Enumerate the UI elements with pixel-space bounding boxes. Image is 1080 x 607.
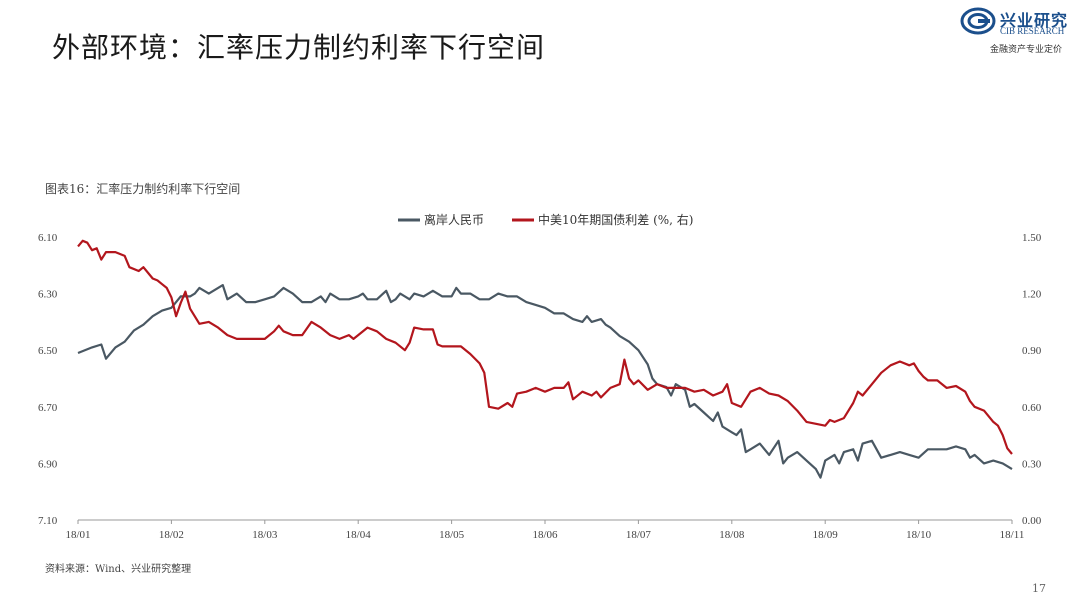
cib-logo: 兴业研究 CIB RESEARCH 金融资产专业定价 <box>960 5 1072 61</box>
source-note: 资料来源：Wind、兴业研究整理 <box>45 564 192 575</box>
logo-name-cn: 兴业研究 <box>1000 11 1069 30</box>
chart-caption: 图表16：汇率压力制约利率下行空间 <box>45 182 241 196</box>
series-line-cny <box>77 284 1013 479</box>
x-tick-label: 18/01 <box>65 529 90 541</box>
x-tick-label: 18/02 <box>159 529 184 541</box>
right-tick-label: 1.50 <box>1022 232 1042 244</box>
left-tick-label: 6.10 <box>38 232 58 244</box>
dual-axis-line-chart: 离岸人民币 中美10年期国债利差 (%, 右) 6.10 6.30 6.50 6.70… <box>38 212 1042 541</box>
x-tick-label: 18/06 <box>532 529 558 541</box>
left-tick-label: 6.70 <box>38 402 58 414</box>
right-tick-label: 1.20 <box>1022 289 1042 301</box>
x-axis-ticks: 18/01 18/02 18/03 18/04 18/05 18/06 18/07 18/08… <box>65 520 1024 541</box>
page-number: 17 <box>1032 582 1046 595</box>
right-tick-label: 0.00 <box>1022 515 1042 527</box>
slide-title: 外部环境：汇率压力制约利率下行空间 <box>52 31 546 64</box>
right-axis-ticks: 1.50 1.20 0.90 0.60 0.30 0.00 <box>1022 232 1042 527</box>
right-tick-label: 0.90 <box>1022 345 1042 357</box>
left-tick-label: 6.50 <box>38 345 58 357</box>
series-line-spread <box>77 239 1013 455</box>
x-tick-label: 18/03 <box>252 529 278 541</box>
series-layer <box>77 239 1013 479</box>
legend-label-cny: 离岸人民币 <box>424 212 484 227</box>
left-tick-label: 6.30 <box>38 289 58 301</box>
logo-name-en: CIB RESEARCH <box>1000 26 1065 36</box>
x-tick-label: 18/08 <box>719 529 745 541</box>
x-tick-label: 18/10 <box>906 529 932 541</box>
left-tick-label: 7.10 <box>38 515 58 527</box>
chart-legend: 离岸人民币 中美10年期国债利差 (%, 右) <box>398 212 693 227</box>
x-tick-label: 18/04 <box>346 529 372 541</box>
x-tick-label: 18/05 <box>439 529 465 541</box>
right-tick-label: 0.30 <box>1022 458 1042 470</box>
x-tick-label: 18/11 <box>1000 529 1025 541</box>
legend-label-spread: 中美10年期国债利差 (%, 右) <box>538 212 693 227</box>
right-tick-label: 0.60 <box>1022 402 1042 414</box>
left-axis-ticks: 6.10 6.30 6.50 6.70 6.90 7.10 <box>38 232 58 527</box>
cib-logo-mark-icon <box>960 7 996 35</box>
left-tick-label: 6.90 <box>38 458 58 470</box>
x-tick-label: 18/07 <box>626 529 652 541</box>
x-tick-label: 18/09 <box>813 529 839 541</box>
logo-tagline: 金融资产专业定价 <box>990 45 1063 55</box>
